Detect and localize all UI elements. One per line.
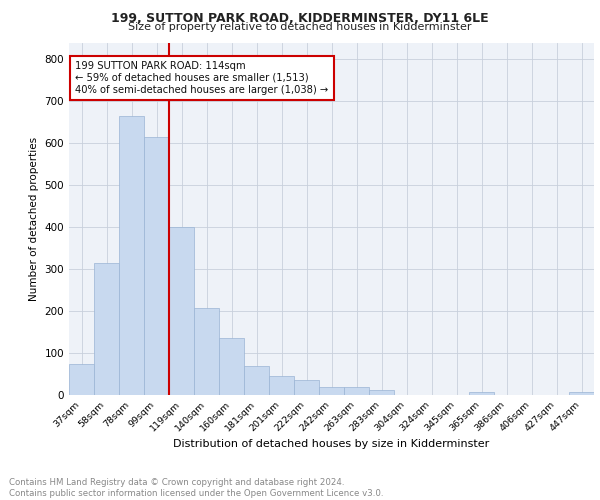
X-axis label: Distribution of detached houses by size in Kidderminster: Distribution of detached houses by size … xyxy=(173,439,490,449)
Bar xyxy=(319,386,344,395)
Text: Contains HM Land Registry data © Crown copyright and database right 2024.
Contai: Contains HM Land Registry data © Crown c… xyxy=(9,478,383,498)
Bar xyxy=(294,380,319,395)
Bar xyxy=(269,376,294,395)
Bar xyxy=(569,392,594,395)
Text: Size of property relative to detached houses in Kidderminster: Size of property relative to detached ho… xyxy=(128,22,472,32)
Bar xyxy=(219,338,244,395)
Bar xyxy=(119,116,144,395)
Bar xyxy=(144,137,169,395)
Bar xyxy=(94,263,119,395)
Text: 199, SUTTON PARK ROAD, KIDDERMINSTER, DY11 6LE: 199, SUTTON PARK ROAD, KIDDERMINSTER, DY… xyxy=(111,12,489,26)
Bar xyxy=(194,308,219,395)
Bar xyxy=(169,227,194,395)
Text: 199 SUTTON PARK ROAD: 114sqm
← 59% of detached houses are smaller (1,513)
40% of: 199 SUTTON PARK ROAD: 114sqm ← 59% of de… xyxy=(75,62,329,94)
Bar xyxy=(369,390,394,395)
Bar xyxy=(244,366,269,395)
Bar xyxy=(469,392,494,395)
Bar xyxy=(344,388,369,395)
Bar xyxy=(69,364,94,395)
Y-axis label: Number of detached properties: Number of detached properties xyxy=(29,136,39,301)
